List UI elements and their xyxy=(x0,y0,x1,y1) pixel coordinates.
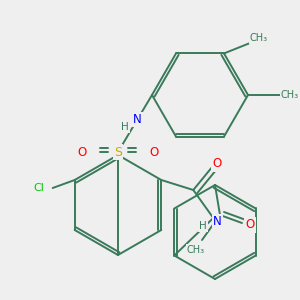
Text: O: O xyxy=(149,146,159,158)
Text: Cl: Cl xyxy=(33,183,44,193)
Text: S: S xyxy=(114,146,122,158)
Text: O: O xyxy=(213,158,222,170)
Text: N: N xyxy=(213,215,222,229)
Text: N: N xyxy=(133,113,141,126)
Text: H: H xyxy=(200,221,207,231)
Text: O: O xyxy=(77,146,87,158)
Text: O: O xyxy=(245,218,255,232)
Text: CH₃: CH₃ xyxy=(187,245,205,255)
Text: H: H xyxy=(121,122,129,131)
Text: CH₃: CH₃ xyxy=(281,90,299,100)
Text: CH₃: CH₃ xyxy=(250,33,268,43)
